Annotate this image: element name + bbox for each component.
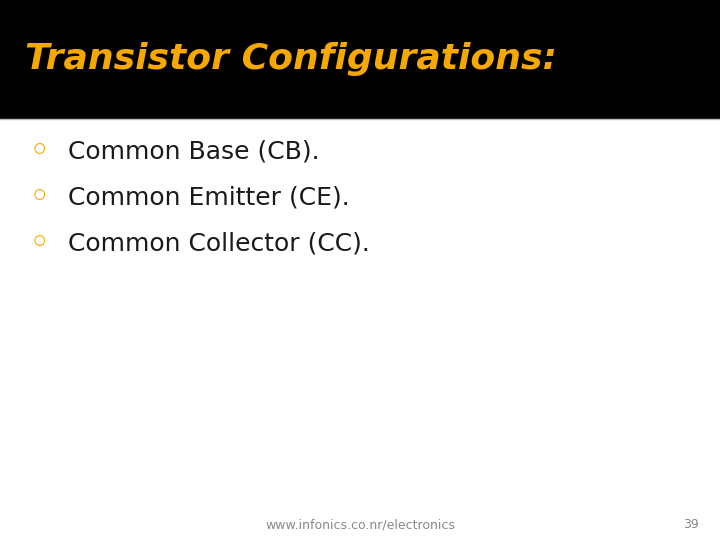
Text: Common Base (CB).: Common Base (CB). (68, 139, 320, 163)
Text: 39: 39 (683, 518, 698, 531)
Text: www.infonics.co.nr/electronics: www.infonics.co.nr/electronics (265, 518, 455, 531)
Text: ◦: ◦ (30, 228, 50, 258)
Text: Common Emitter (CE).: Common Emitter (CE). (68, 185, 350, 209)
Text: ◦: ◦ (30, 183, 50, 212)
Text: Transistor Configurations:: Transistor Configurations: (25, 43, 557, 76)
Text: Common Collector (CC).: Common Collector (CC). (68, 231, 370, 255)
FancyBboxPatch shape (0, 119, 720, 540)
Text: ◦: ◦ (30, 137, 50, 166)
FancyBboxPatch shape (0, 0, 720, 119)
